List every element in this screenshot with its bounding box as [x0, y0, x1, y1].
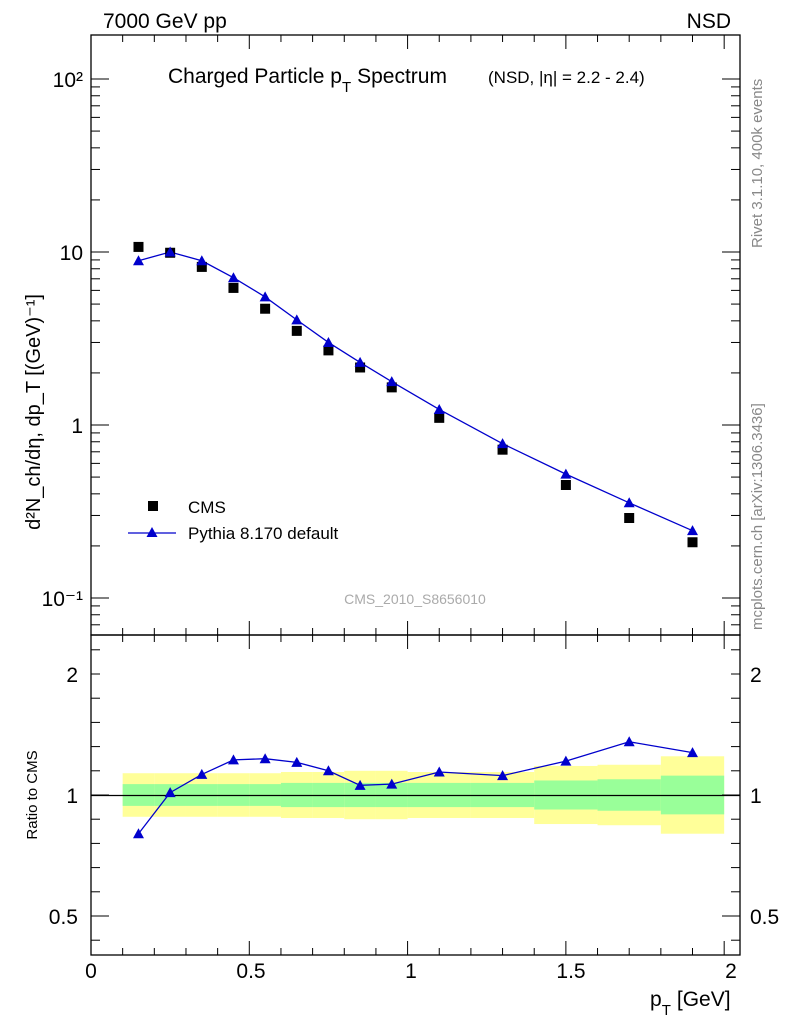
cms-data-point [260, 303, 271, 314]
pythia-data-point [386, 376, 398, 387]
process-label: NSD [687, 10, 731, 33]
ratio-y-tick-labels-right: 0.5 1 2 [750, 664, 779, 929]
pythia-series-line [138, 251, 693, 532]
chart-title-small: (NSD, |η| = 2.2 - 2.4) [488, 68, 645, 87]
y-tick-label-0.1: 10⁻¹ [42, 588, 83, 611]
chart-title-main: Charged Particle p [168, 65, 342, 88]
main-plot-panel: 10⁻¹ 1 10 10² Charged Particle pT Spectru… [23, 34, 741, 636]
y-tick-label-1: 1 [71, 415, 83, 438]
x-tick-label-0.5: 0.5 [236, 960, 265, 983]
pythia-data-point [354, 356, 366, 367]
ratio-y-axis-label: Ratio to CMS [24, 750, 41, 839]
pythia-ratio-point [687, 747, 699, 758]
cms-data-point [323, 345, 334, 356]
pythia-data-point [164, 246, 176, 257]
pythia-ratio-point [386, 778, 398, 789]
pythia-ratio-line [137, 741, 693, 835]
cms-data-point [560, 479, 571, 490]
chart-title-main2: Spectrum [357, 65, 447, 88]
pythia-ratio-point [433, 766, 445, 777]
ratio-plot-panel: 0.5 1 2 0.5 1 2 0 0.5 1 1.5 2 Ratio to C… [24, 634, 779, 1019]
cms-data-point [228, 282, 239, 293]
ratio-y-tick-label-2: 2 [66, 664, 78, 687]
chart-title: Charged Particle pT Spectrum [168, 65, 447, 96]
cms-data-point [497, 444, 508, 455]
pythia-data-point [259, 291, 271, 302]
x-tick-label-0: 0 [85, 960, 97, 983]
pythia-data-point [322, 336, 334, 347]
x-axis-label-main: p [650, 988, 662, 1011]
rivet-label: Rivet 3.1.10, 400k events [749, 79, 766, 248]
main-axis-ticks [90, 35, 740, 635]
ratio-axis-ticks [90, 635, 740, 955]
pythia-data-point [560, 468, 572, 479]
cms-data-point [196, 261, 207, 272]
pythia-ratio-point [322, 765, 334, 776]
pythia-ratio-point [354, 779, 366, 790]
y-tick-label-10: 10 [60, 242, 83, 265]
pythia-data-point [497, 438, 509, 449]
main-plot-frame [90, 34, 741, 636]
pythia-ratio-point [227, 754, 239, 765]
x-tick-label-1: 1 [405, 960, 417, 983]
pythia-data-point [132, 255, 144, 266]
cms-data-point [355, 362, 366, 373]
pythia-ratio-point [259, 753, 271, 764]
energy-label: 7000 GeV pp [103, 10, 227, 33]
x-axis-label-unit: [GeV] [677, 988, 731, 1011]
main-series-group [132, 241, 699, 548]
pythia-ratio-point [291, 756, 303, 767]
legend-cms-label: CMS [188, 498, 226, 517]
ratio-plot-frame [90, 634, 741, 956]
pythia-data-point [687, 525, 699, 536]
source-label: mcplots.cern.ch [arXiv:1306.3436] [749, 403, 766, 630]
legend: CMS Pythia 8.170 default [128, 498, 339, 543]
pythia-data-point [623, 497, 635, 508]
analysis-watermark: CMS_2010_S8656010 [344, 591, 486, 607]
ratio-series-group [132, 736, 699, 839]
main-y-axis-label: d²N_ch/dη, dp_T [(GeV)⁻¹] [23, 294, 45, 530]
pythia-ratio-point [132, 828, 144, 839]
pythia-data-point [196, 255, 208, 266]
legend-pythia-marker [146, 527, 158, 537]
cms-data-point [291, 325, 302, 336]
ratio-y-tick-label-right-1: 1 [750, 785, 762, 808]
x-axis-label-sub: T [662, 1002, 671, 1019]
y-tick-label-100: 10² [53, 69, 83, 92]
ratio-y-tick-label-0.5: 0.5 [49, 906, 78, 929]
ratio-y-tick-label-1: 1 [66, 785, 78, 808]
cms-data-point [687, 537, 698, 548]
x-tick-labels: 0 0.5 1 1.5 2 [85, 960, 737, 983]
cms-data-point [434, 412, 445, 423]
pythia-ratio-point [497, 770, 509, 781]
legend-pythia-label: Pythia 8.170 default [188, 524, 339, 543]
pythia-ratio-point [196, 768, 208, 779]
pythia-data-point [291, 314, 303, 325]
x-tick-label-2: 2 [725, 960, 737, 983]
legend-cms-marker [148, 501, 158, 511]
x-axis-label: pT [GeV] [650, 988, 731, 1019]
ratio-y-tick-label-right-2: 2 [750, 664, 762, 687]
chart-title-sub: T [342, 79, 351, 96]
ratio-y-tick-label-right-0.5: 0.5 [750, 906, 779, 929]
pythia-ratio-point [164, 787, 176, 798]
pythia-ratio-point [560, 755, 572, 766]
cms-data-point [624, 513, 635, 524]
x-tick-label-1.5: 1.5 [556, 960, 585, 983]
cms-data-point [386, 382, 397, 393]
main-y-tick-labels: 10⁻¹ 1 10 10² [42, 69, 83, 611]
ratio-y-tick-labels-left: 0.5 1 2 [49, 664, 78, 929]
pythia-data-point [227, 272, 239, 283]
cms-data-point [133, 241, 144, 252]
pythia-ratio-point [623, 736, 635, 747]
pythia-data-point [433, 403, 445, 414]
